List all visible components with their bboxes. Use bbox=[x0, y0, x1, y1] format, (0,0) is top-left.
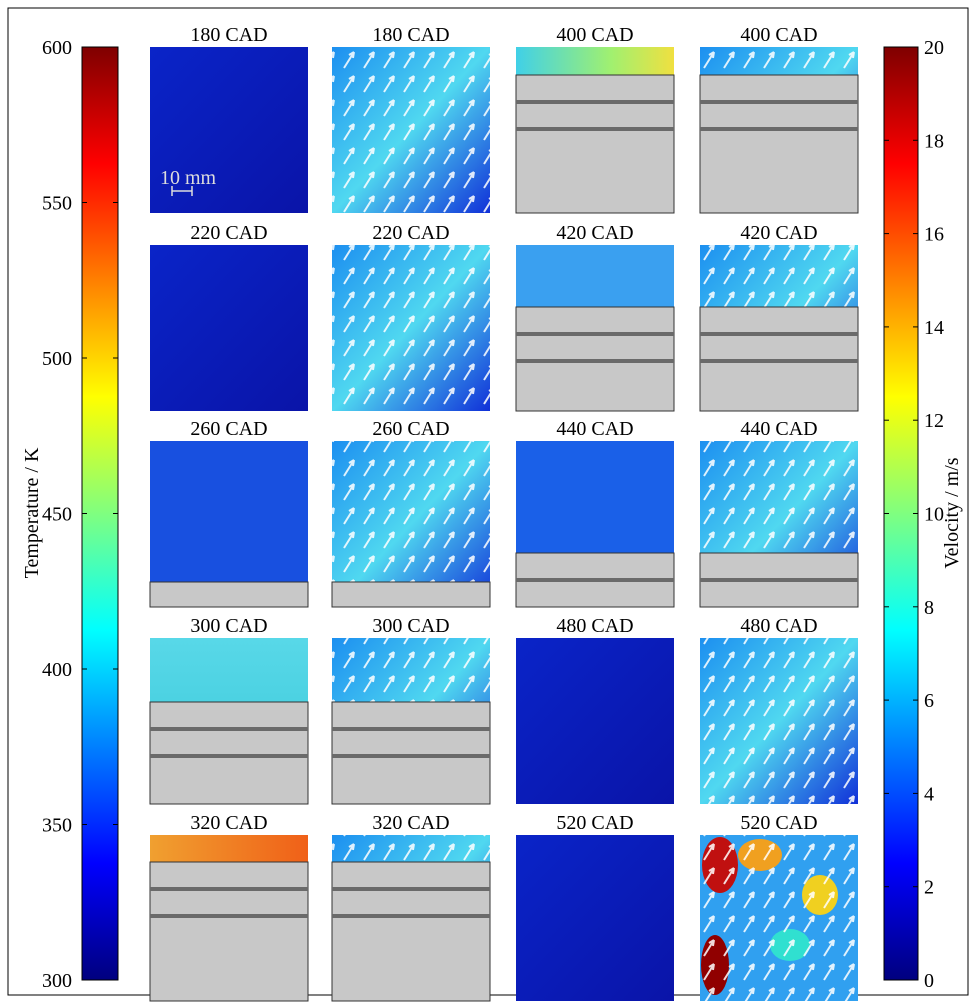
tick-label: 4 bbox=[924, 783, 934, 805]
piston-ring bbox=[150, 727, 308, 731]
piston-ring bbox=[150, 754, 308, 758]
tick-label: 8 bbox=[924, 597, 934, 619]
piston-ring bbox=[700, 127, 858, 131]
piston-ring bbox=[150, 914, 308, 918]
piston bbox=[331, 581, 491, 608]
tick-label: 550 bbox=[42, 193, 72, 215]
velocity-vectors bbox=[700, 638, 858, 804]
tick-label: 500 bbox=[42, 348, 72, 370]
panel-title: 300 CAD bbox=[372, 615, 449, 637]
scale-bar-label: 10 mm bbox=[160, 167, 217, 189]
piston bbox=[699, 74, 859, 214]
panel-title: 260 CAD bbox=[190, 418, 267, 440]
piston-ring bbox=[332, 914, 490, 918]
tick-label: 12 bbox=[924, 410, 944, 432]
panel-title: 520 CAD bbox=[556, 812, 633, 834]
velocity-vectors bbox=[332, 47, 490, 213]
panel-title: 420 CAD bbox=[740, 222, 817, 244]
colorbar-temperature bbox=[81, 46, 119, 981]
tick-label: 0 bbox=[924, 970, 934, 992]
tick-label: 450 bbox=[42, 504, 72, 526]
piston bbox=[149, 701, 309, 805]
panel-title: 300 CAD bbox=[190, 615, 267, 637]
panel-title: 260 CAD bbox=[372, 418, 449, 440]
piston-ring bbox=[516, 100, 674, 104]
piston-ring bbox=[332, 727, 490, 731]
tick-label: 300 bbox=[42, 970, 72, 992]
panel-title: 180 CAD bbox=[372, 24, 449, 46]
piston bbox=[149, 581, 309, 608]
field-image bbox=[150, 245, 308, 411]
panel-title: 320 CAD bbox=[190, 812, 267, 834]
panel-title: 420 CAD bbox=[556, 222, 633, 244]
piston bbox=[331, 861, 491, 1002]
field-image bbox=[150, 441, 308, 607]
panel-title: 480 CAD bbox=[740, 615, 817, 637]
field-image bbox=[516, 835, 674, 1001]
tick-label: 14 bbox=[924, 317, 944, 339]
piston bbox=[515, 74, 675, 214]
colorbar-velocity bbox=[883, 46, 919, 981]
panel-title: 400 CAD bbox=[740, 24, 817, 46]
piston-ring bbox=[150, 887, 308, 891]
piston-ring bbox=[700, 332, 858, 336]
piston-ring bbox=[700, 578, 858, 582]
piston-ring bbox=[332, 754, 490, 758]
piston-ring bbox=[516, 332, 674, 336]
piston-ring bbox=[700, 359, 858, 363]
velocity-vectors bbox=[332, 441, 490, 607]
velocity-vectors bbox=[700, 835, 858, 1001]
piston bbox=[149, 861, 309, 1002]
panel-title: 220 CAD bbox=[190, 222, 267, 244]
tick-label: 350 bbox=[42, 815, 72, 837]
field-image bbox=[516, 638, 674, 804]
piston bbox=[331, 701, 491, 805]
panel-title: 480 CAD bbox=[556, 615, 633, 637]
piston-ring bbox=[516, 127, 674, 131]
tick-label: 2 bbox=[924, 877, 934, 899]
piston-ring bbox=[332, 887, 490, 891]
panel-title: 440 CAD bbox=[556, 418, 633, 440]
colorbar-label: Temperature / K bbox=[21, 447, 43, 578]
tick-label: 400 bbox=[42, 659, 72, 681]
tick-label: 20 bbox=[924, 37, 944, 59]
tick-label: 16 bbox=[924, 224, 944, 246]
panel-title: 180 CAD bbox=[190, 24, 267, 46]
tick-label: 6 bbox=[924, 690, 934, 712]
tick-label: 18 bbox=[924, 130, 944, 152]
velocity-vectors bbox=[332, 245, 490, 411]
piston-ring bbox=[700, 100, 858, 104]
colorbar-label: Velocity / m/s bbox=[941, 457, 963, 568]
tick-label: 600 bbox=[42, 37, 72, 59]
panel-title: 400 CAD bbox=[556, 24, 633, 46]
panel-title: 440 CAD bbox=[740, 418, 817, 440]
field-image bbox=[150, 47, 308, 213]
panel-title: 220 CAD bbox=[372, 222, 449, 244]
piston-ring bbox=[516, 578, 674, 582]
piston-ring bbox=[516, 359, 674, 363]
tick-label: 10 bbox=[924, 504, 944, 526]
panel-title: 520 CAD bbox=[740, 812, 817, 834]
panel-title: 320 CAD bbox=[372, 812, 449, 834]
